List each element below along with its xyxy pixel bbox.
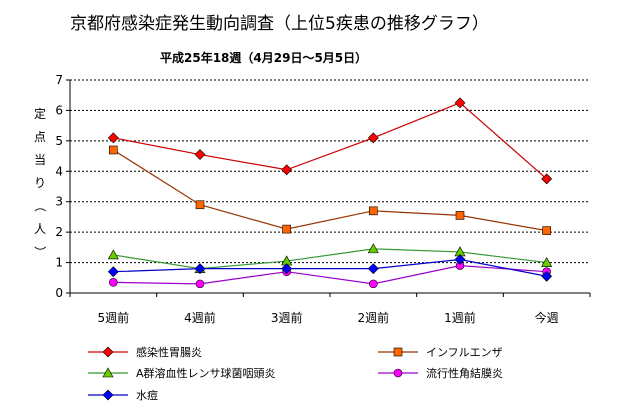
series-line [113, 248, 547, 270]
chart-title: 京都府感染症発生動向調査（上位5疾患の推移グラフ） [70, 14, 489, 34]
axes [69, 80, 590, 294]
legend-label: インフルエンザ [426, 346, 503, 359]
legend-marker [102, 346, 114, 358]
x-axis-ticks: 5週前 4週前 3週前 2週前 1週前 今週 [69, 293, 591, 325]
data-point [107, 249, 119, 260]
legend-marker [393, 347, 403, 357]
y-tick-label: 1 [55, 256, 63, 270]
data-point [107, 132, 119, 144]
y-tick-label: 2 [55, 225, 63, 239]
data-point [109, 145, 118, 155]
legend-marker [102, 367, 114, 378]
legend-item: A群溶血性レンサ球菌咽頭炎 [88, 366, 276, 380]
data-point [455, 211, 465, 220]
data-point [195, 200, 205, 210]
y-axis-label-char: （ [33, 200, 47, 212]
x-tick-label: 3週前 [271, 310, 303, 325]
data-point [369, 279, 378, 289]
legend-item: 水痘 [88, 388, 158, 402]
data-point [541, 173, 553, 185]
data-point [194, 263, 206, 275]
chart-subtitle: 平成25年18週（4月29日～5月5日） [160, 50, 367, 65]
y-axis-label-char: 人 [34, 222, 46, 236]
series-1 [109, 145, 551, 235]
series-3 [109, 261, 551, 289]
data-point [367, 243, 379, 254]
data-point [367, 263, 379, 275]
y-tick-label: 7 [55, 73, 63, 87]
data-point [541, 256, 553, 267]
y-axis-label-char: 点 [34, 130, 46, 144]
series-line [113, 149, 547, 232]
legend-marker [393, 368, 403, 378]
y-tick-label: 5 [55, 134, 63, 148]
y-tick-label: 0 [55, 286, 63, 300]
legend-marker [102, 389, 114, 401]
y-tick-label: 6 [55, 103, 63, 117]
data-point [282, 224, 291, 234]
data-point [281, 263, 293, 275]
series-line [113, 258, 547, 277]
legend-item: 流行性角結膜炎 [378, 366, 503, 380]
series-0 [107, 97, 553, 185]
legend-label: A群溶血性レンサ球菌咽頭炎 [136, 366, 276, 380]
data-point [195, 279, 205, 289]
series-2 [107, 243, 553, 273]
data-point [194, 149, 206, 160]
data-point [281, 164, 293, 176]
series-line [113, 102, 548, 180]
y-axis-label-char: 定 [34, 106, 46, 121]
legend-label: 感染性胃腸炎 [136, 345, 202, 359]
legend-label: 水痘 [136, 388, 158, 402]
legend-item: 感染性胃腸炎 [88, 345, 202, 359]
data-point [454, 97, 466, 109]
legend-item: インフルエンザ [378, 346, 503, 359]
data-point [369, 206, 378, 216]
y-axis-label-char: り [34, 176, 46, 190]
y-axis-label-char: 当 [34, 153, 46, 167]
x-tick-label: 4週前 [184, 310, 216, 325]
y-axis-ticks: 0 1 2 3 4 5 6 7 [55, 73, 70, 300]
data-point [107, 266, 119, 278]
legend-label: 流行性角結膜炎 [426, 366, 503, 380]
data-point [109, 278, 118, 287]
x-tick-label: 5週前 [98, 310, 130, 325]
series-line [113, 265, 547, 285]
data-point [542, 226, 551, 235]
x-tick-label: 2週前 [358, 310, 390, 325]
data-point [541, 270, 553, 282]
y-tick-label: 3 [55, 195, 63, 209]
x-tick-label: 今週 [535, 310, 559, 325]
y-tick-label: 4 [55, 164, 63, 178]
series-4 [107, 254, 553, 282]
x-tick-label: 1週前 [444, 310, 476, 325]
series-group [107, 97, 553, 289]
data-point [367, 132, 379, 144]
data-point [454, 254, 466, 265]
y-axis-label-char: ） [33, 246, 47, 258]
